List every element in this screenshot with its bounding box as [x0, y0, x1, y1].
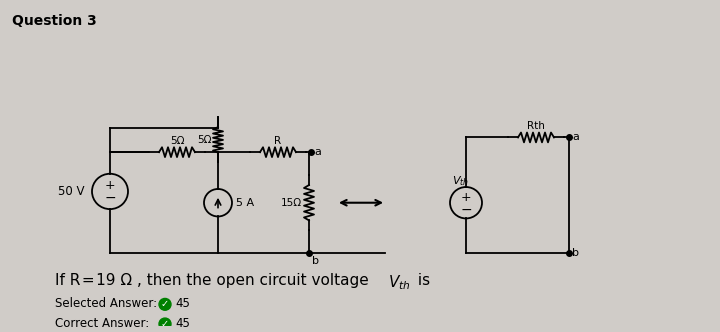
Text: Correct Answer:: Correct Answer: — [55, 317, 149, 330]
Text: Question 3: Question 3 — [12, 14, 96, 28]
Text: 5Ω: 5Ω — [197, 135, 211, 145]
Text: a: a — [572, 132, 579, 142]
Text: b: b — [572, 248, 579, 258]
Text: ✓: ✓ — [161, 319, 169, 329]
Text: 50 V: 50 V — [58, 185, 84, 198]
Text: Selected Answer:: Selected Answer: — [55, 297, 157, 310]
Text: is: is — [413, 273, 430, 288]
Text: If R = 19 Ω , then the open circuit voltage: If R = 19 Ω , then the open circuit volt… — [55, 273, 374, 288]
Text: ✓: ✓ — [161, 299, 169, 309]
Text: R: R — [274, 136, 282, 146]
Text: +: + — [104, 179, 115, 192]
Text: 45: 45 — [175, 297, 190, 310]
Text: −: − — [460, 203, 472, 216]
Text: 5 A: 5 A — [236, 198, 254, 208]
Text: +: + — [461, 191, 472, 204]
Text: −: − — [104, 191, 116, 205]
Text: $V_{th}$: $V_{th}$ — [452, 174, 469, 188]
Text: $V_{th}$: $V_{th}$ — [388, 273, 410, 291]
Text: 45: 45 — [175, 317, 190, 330]
Text: a: a — [314, 147, 321, 157]
Text: 5Ω: 5Ω — [170, 136, 184, 146]
Circle shape — [159, 318, 171, 330]
Circle shape — [159, 298, 171, 310]
Text: b: b — [312, 256, 319, 266]
Text: 15Ω: 15Ω — [280, 198, 302, 208]
Text: Rth: Rth — [527, 121, 545, 131]
